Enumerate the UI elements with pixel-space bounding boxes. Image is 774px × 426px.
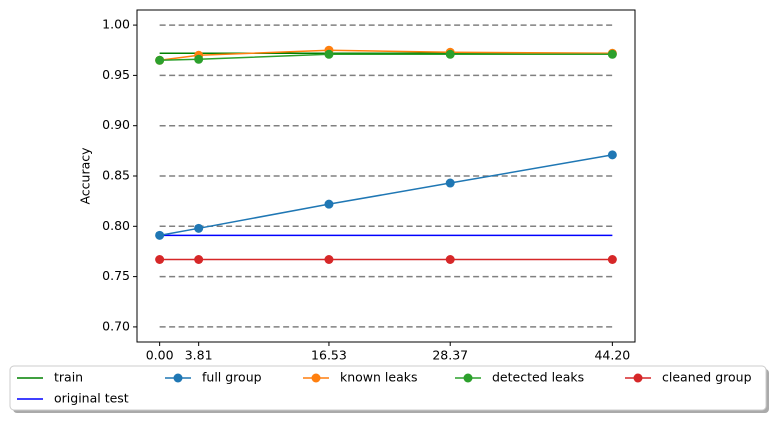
x-tick-label: 3.81 <box>185 348 213 363</box>
legend-marker <box>173 373 183 383</box>
data-point <box>445 49 455 59</box>
legend-box <box>9 365 767 411</box>
data-point <box>324 49 334 59</box>
y-tick-label: 0.70 <box>102 318 130 333</box>
x-tick-label: 28.37 <box>432 348 468 363</box>
legend-label: cleaned group <box>662 370 752 385</box>
y-tick-label: 0.80 <box>102 218 130 233</box>
x-tick-label: 16.53 <box>311 348 347 363</box>
y-axis-label: Accuracy <box>78 147 93 205</box>
y-tick-label: 0.75 <box>102 268 130 283</box>
legend-label: detected leaks <box>492 370 584 385</box>
data-point <box>155 230 165 240</box>
series-line <box>159 154 613 237</box>
x-tick-label: 44.20 <box>594 348 630 363</box>
data-point <box>445 255 455 265</box>
data-point <box>445 178 455 188</box>
x-tick-label: 0.00 <box>146 348 174 363</box>
data-point <box>607 49 617 59</box>
data-point <box>607 150 617 160</box>
data-point <box>607 255 617 265</box>
data-point <box>194 54 204 64</box>
y-tick-label: 1.00 <box>102 17 130 32</box>
legend-marker <box>463 373 473 383</box>
legend-marker <box>633 373 643 383</box>
legend-label: known leaks <box>340 370 418 385</box>
data-point <box>155 55 165 65</box>
legend-label: full group <box>202 370 262 385</box>
y-tick-label: 0.95 <box>102 67 130 82</box>
data-point <box>194 255 204 265</box>
data-point <box>155 255 165 265</box>
legend-marker <box>311 373 321 383</box>
data-point <box>324 199 334 209</box>
series-line <box>159 53 613 62</box>
legend-label: train <box>54 370 83 385</box>
legend-label: original test <box>54 391 129 406</box>
data-point <box>324 255 334 265</box>
y-tick-label: 0.85 <box>102 168 130 183</box>
data-point <box>194 223 204 233</box>
y-tick-label: 0.90 <box>102 117 130 132</box>
